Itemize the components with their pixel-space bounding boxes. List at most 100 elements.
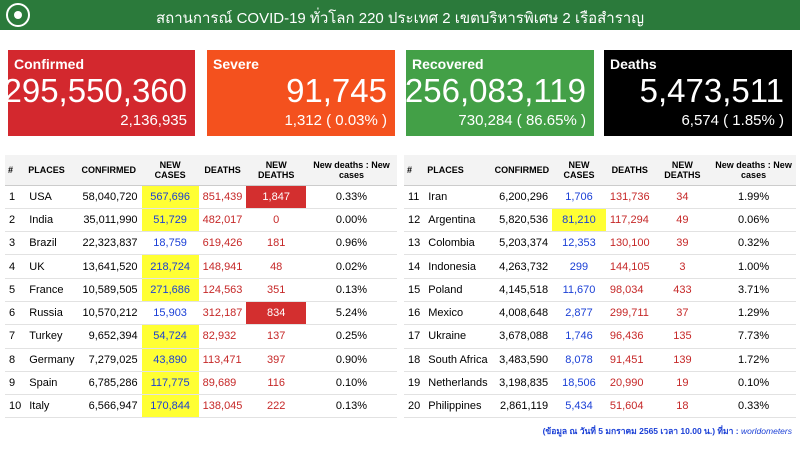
table-cell: 4,145,518 <box>491 278 553 302</box>
table-cell: 6 <box>5 301 26 326</box>
table-cell: 4,008,648 <box>491 301 553 326</box>
column-header: New deaths : New cases <box>711 155 796 186</box>
table-cell: 619,426 <box>198 231 247 256</box>
column-header: DEATHS <box>605 155 654 186</box>
table-cell: 351 <box>246 278 306 302</box>
table-cell: 113,471 <box>198 348 247 372</box>
table-cell: 5,434 <box>552 394 606 419</box>
table-cell: 4 <box>5 254 26 279</box>
table-cell: 0.33% <box>305 185 397 209</box>
table-cell: 51,604 <box>605 394 654 419</box>
logo <box>6 3 30 27</box>
table-cell: 299 <box>552 254 606 279</box>
table-cell: 3,198,835 <box>491 371 553 396</box>
table-cell: 19 <box>404 371 425 396</box>
table-cell: Mexico <box>424 301 492 326</box>
card-label: Recovered <box>412 56 484 72</box>
table-cell: 3,678,088 <box>491 324 553 349</box>
table-cell: 81,210 <box>552 208 606 233</box>
table-cell: 12 <box>404 208 425 233</box>
table-cell: 17 <box>404 324 425 349</box>
card-total: 295,550,360 <box>3 72 187 109</box>
table-cell: South Africa <box>424 348 492 372</box>
table-cell: 98,034 <box>605 278 654 302</box>
table-cell: 0.10% <box>305 371 397 396</box>
table-cell: 18 <box>653 394 712 419</box>
table-row: 13 Colombia 5,203,374 12,353 130,100 39 0.32% <box>404 231 796 256</box>
table-cell: 0.33% <box>711 394 796 419</box>
table-row: 4 UK 13,641,520 218,724 148,941 48 0.02% <box>5 254 397 279</box>
table-cell: 433 <box>653 278 712 302</box>
table-row: 6 Russia 10,570,212 15,903 312,187 834 5.24% <box>5 301 397 326</box>
table-cell: 139 <box>653 348 712 372</box>
table-cell: 218,724 <box>141 254 199 279</box>
left-table: # PLACES CONFIRMED NEW CASES DEATHS NEW DEATH… <box>5 155 397 419</box>
table-cell: 1,706 <box>552 185 606 209</box>
table-cell: 6,200,296 <box>491 185 553 209</box>
table-cell: 34 <box>653 185 712 209</box>
table-cell: Philippines <box>424 394 492 419</box>
table-cell: 0.02% <box>305 254 397 279</box>
table-cell: 482,017 <box>198 208 247 233</box>
table-cell: Russia <box>25 301 79 326</box>
table-cell: 1.29% <box>711 301 796 326</box>
card-new: 6,574 ( 1.85% ) <box>681 112 784 129</box>
table-row: 8 Germany 7,279,025 43,890 113,471 397 0.90% <box>5 348 397 372</box>
column-header: New deaths : New cases <box>305 155 397 186</box>
table-cell: 0.96% <box>305 231 397 256</box>
table-cell: 15,903 <box>141 301 199 326</box>
table-cell: 22,323,837 <box>78 231 142 256</box>
table-cell: 20,990 <box>605 371 654 396</box>
table-cell: 271,686 <box>141 278 199 302</box>
table-cell: 1.72% <box>711 348 796 372</box>
table-cell: 397 <box>246 348 306 372</box>
table-cell: 2 <box>5 208 26 233</box>
table-cell: Argentina <box>424 208 492 233</box>
table-row: 18 South Africa 3,483,590 8,078 91,451 139 1.7… <box>404 348 796 372</box>
header-row: # PLACES CONFIRMED NEW CASES DEATHS NEW DEATH… <box>404 155 796 186</box>
table-row: 5 France 10,589,505 271,686 124,563 351 0.13% <box>5 278 397 302</box>
table-cell: 43,890 <box>141 348 199 372</box>
column-header: NEW DEATHS <box>246 155 306 186</box>
table-cell: Turkey <box>25 324 79 349</box>
table-cell: 39 <box>653 231 712 256</box>
table-cell: 124,563 <box>198 278 247 302</box>
table-cell: 11,670 <box>552 278 606 302</box>
table-cell: 6,566,947 <box>78 394 142 419</box>
table-row: 9 Spain 6,785,286 117,775 89,689 116 0.10% <box>5 371 397 396</box>
table-row: 16 Mexico 4,008,648 2,877 299,711 37 1.29% <box>404 301 796 326</box>
footer-note: (ข้อมูล ณ วันที่ 5 มกราคม 2565 เวลา 10.0… <box>542 426 739 436</box>
table-cell: Germany <box>25 348 79 372</box>
table-cell: Brazil <box>25 231 79 256</box>
table-row: 17 Ukraine 3,678,088 1,746 96,436 135 7.73% <box>404 324 796 349</box>
table-cell: France <box>25 278 79 302</box>
stat-card: Confirmed 295,550,360 2,136,935 <box>3 50 195 136</box>
table-cell: India <box>25 208 79 233</box>
table-row: 12 Argentina 5,820,536 81,210 117,294 49 0.06% <box>404 208 796 233</box>
table-cell: 0.10% <box>711 371 796 396</box>
table-cell: 18,506 <box>552 371 606 396</box>
table-cell: 0.00% <box>305 208 397 233</box>
table-cell: 49 <box>653 208 712 233</box>
table-cell: 4,263,732 <box>491 254 553 279</box>
table-cell: 1,746 <box>552 324 606 349</box>
table-cell: 5,820,536 <box>491 208 553 233</box>
table-cell: 170,844 <box>141 394 199 419</box>
column-header: PLACES <box>25 155 79 186</box>
table-cell: 19 <box>653 371 712 396</box>
table-row: 1 USA 58,040,720 567,696 851,439 1,847 0.33% <box>5 185 397 209</box>
table-cell: 3 <box>5 231 26 256</box>
table-cell: 0.90% <box>305 348 397 372</box>
table-cell: 7.73% <box>711 324 796 349</box>
table-cell: 89,689 <box>198 371 247 396</box>
card-label: Deaths <box>610 56 657 72</box>
table-cell: 11 <box>404 185 425 209</box>
header-row: # PLACES CONFIRMED NEW CASES DEATHS NEW DEATH… <box>5 155 397 186</box>
card-total: 256,083,119 <box>404 72 586 109</box>
table-cell: 54,724 <box>141 324 199 349</box>
table-cell: 5 <box>5 278 26 302</box>
column-header: NEW DEATHS <box>653 155 712 186</box>
table-cell: 5,203,374 <box>491 231 553 256</box>
table-cell: 851,439 <box>198 185 247 209</box>
table-cell: UK <box>25 254 79 279</box>
